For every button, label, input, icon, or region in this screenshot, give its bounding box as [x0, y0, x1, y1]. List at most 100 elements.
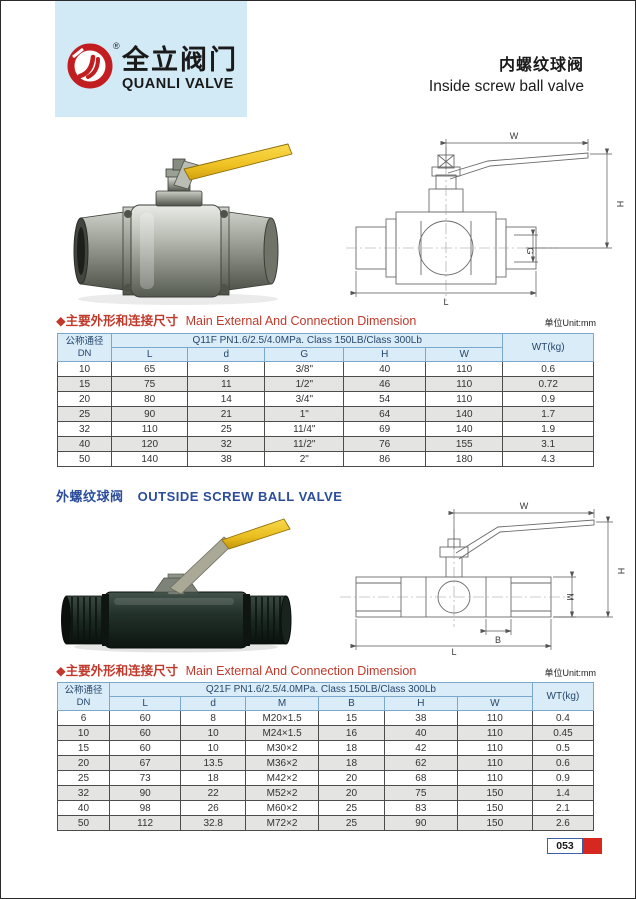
drawing-handle: [455, 519, 595, 560]
dim-label-b: B: [495, 635, 501, 645]
table-row: 32 90 22 M52×2 20 75 150 1.4: [57, 785, 595, 801]
section2-unit-label: 单位Unit:mm: [544, 668, 597, 678]
brand-name-cn: 全立阀门: [122, 45, 238, 75]
table-cell: 0.45: [531, 725, 595, 741]
dim-label-w: W: [520, 501, 529, 511]
table-cell: 8: [187, 361, 266, 377]
table-cell: 68: [383, 770, 458, 786]
table-cell: 54: [343, 391, 427, 407]
table-cell: 11/4": [264, 421, 345, 437]
table-row: 32 110 25 11/4" 69 140 1.9: [56, 421, 594, 437]
table-cell: 40: [343, 361, 427, 377]
table-cell: M72×2: [245, 815, 319, 831]
table-cell: 64: [343, 406, 427, 422]
section2-title-bar: ◆主要外形和连接尺寸 Main External And Connection …: [56, 661, 596, 679]
table-cell: 140: [425, 406, 504, 422]
table-cell: 98: [108, 800, 182, 816]
bolt: [220, 210, 228, 218]
table-cell: 3/4": [264, 391, 345, 407]
section2-title: ◆主要外形和连接尺寸 Main External And Connection …: [56, 660, 416, 679]
col-header-dn: 公称通径 DN: [56, 333, 113, 362]
table-cell: 73: [108, 770, 182, 786]
mount-pad: [155, 190, 203, 207]
table-cell: 10: [56, 361, 113, 377]
table-cell: 75: [111, 376, 189, 392]
left-thread: [65, 595, 109, 645]
table-cell: 32: [56, 421, 113, 437]
col-header-g: G: [264, 347, 345, 362]
table-row: 50 140 38 2" 86 180 4.3: [56, 451, 594, 467]
table-cell: 110: [456, 755, 533, 771]
table-cell: 50: [56, 451, 113, 467]
table-cell: 120: [111, 436, 189, 452]
dim-label-l: L: [451, 647, 456, 656]
table-cell: 11: [187, 376, 266, 392]
table-cell: 140: [111, 451, 189, 467]
table-cell: 20: [57, 755, 110, 771]
table-cell: 3/8": [264, 361, 345, 377]
table-cell: 6: [57, 710, 110, 726]
table-cell: 60: [108, 740, 182, 756]
table-cell: 110: [425, 361, 504, 377]
handle-lever: [183, 143, 293, 181]
table-cell: 13.5: [180, 755, 247, 771]
table-cell: 90: [108, 785, 182, 801]
table-cell: 150: [456, 785, 533, 801]
spec-header: Q11F PN1.6/2.5/4.0MPa. Class 150LB/Class…: [111, 333, 504, 348]
table-cell: 1": [264, 406, 345, 422]
table-cell: 60: [108, 725, 182, 741]
table-cell: 11/2": [264, 436, 345, 452]
table-cell: 0.9: [531, 770, 595, 786]
table-row: 10 65 8 3/8" 40 110 0.6: [56, 361, 594, 377]
table-cell: 180: [425, 451, 504, 467]
page-title-cn: 内螺纹球阀: [498, 57, 584, 74]
table-cell: 65: [111, 361, 189, 377]
table-cell: 18: [318, 740, 385, 756]
inside-screw-dimension-table: 公称通径 DN Q11F PN1.6/2.5/4.0MPa. Class 150L…: [56, 333, 594, 467]
table-cell: 40: [383, 725, 458, 741]
inside-screw-valve-drawing: W H G L: [346, 131, 625, 307]
col-header-l: L: [108, 696, 182, 711]
table-cell: 42: [383, 740, 458, 756]
table-cell: 110: [456, 710, 533, 726]
page-number-red-block: [583, 838, 602, 854]
table-cell: 16: [318, 725, 385, 741]
table-cell: 86: [343, 451, 427, 467]
table-row: 20 80 14 3/4" 54 110 0.9: [56, 391, 594, 407]
drawing-handle: [447, 152, 589, 180]
col-header-w: W: [425, 347, 504, 362]
table-cell: M30×2: [245, 740, 319, 756]
table-cell: M42×2: [245, 770, 319, 786]
page-number: 053: [547, 838, 602, 854]
table-cell: 10: [180, 740, 247, 756]
dim-label-h: H: [615, 201, 625, 208]
handle-shank: [169, 536, 234, 595]
brand-name-en: QUANLI VALVE: [122, 76, 234, 92]
dim-label-w: W: [510, 131, 519, 141]
page-number-value: 053: [547, 838, 583, 854]
table-cell: 10: [57, 725, 110, 741]
spec-header: Q21F PN1.6/2.5/4.0MPa. Class 150LB/Class…: [108, 682, 533, 697]
table-cell: 32: [187, 436, 266, 452]
collar: [243, 594, 250, 646]
right-end-face: [280, 595, 292, 645]
table-row: 15 75 11 1/2" 46 110 0.72: [56, 376, 594, 392]
table-cell: 25: [318, 800, 385, 816]
outside-screw-valve-drawing: W H M B L: [340, 501, 626, 656]
table-cell: M60×2: [245, 800, 319, 816]
col-header-l: L: [111, 347, 189, 362]
table-row: 25 73 18 M42×2 20 68 110 0.9: [57, 770, 595, 786]
body-highlight: [114, 598, 234, 605]
col-header-h: H: [343, 347, 427, 362]
page-title-en: Inside screw ball valve: [428, 78, 584, 95]
table-cell: 2.1: [531, 800, 595, 816]
table-cell: 3.1: [502, 436, 594, 452]
table-cell: 50: [57, 815, 110, 831]
table-cell: 76: [343, 436, 427, 452]
valve-bore: [77, 227, 85, 275]
page-title: 内螺纹球阀 Inside screw ball valve: [429, 51, 584, 96]
table-row: 40 98 26 M60×2 25 83 150 2.1: [57, 800, 595, 816]
table-cell: 20: [318, 770, 385, 786]
table-cell: 22: [180, 785, 247, 801]
